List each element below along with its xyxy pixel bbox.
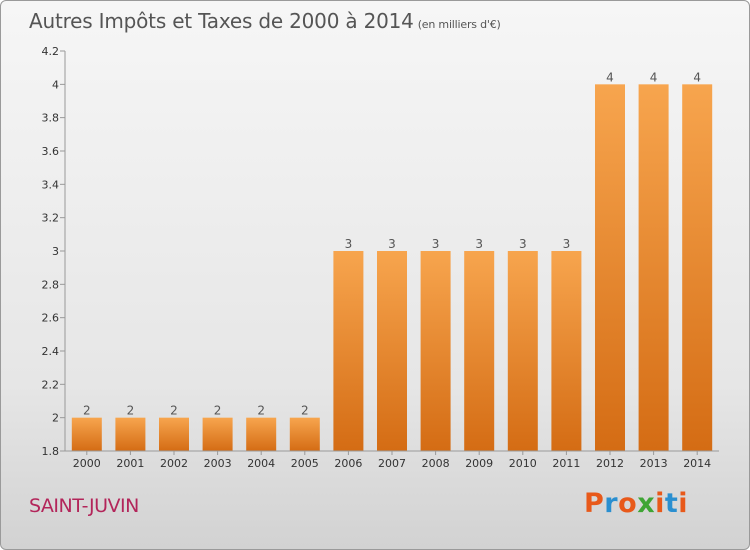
y-tick-label: 2.2 [42,378,60,391]
bars: 2 2 2 2 2 2 3 3 3 3 3 3 4 4 4 [71,70,713,451]
x-tick-label: 2001 [116,457,144,470]
y-tick-label: 3.4 [42,178,60,191]
chart-unit: (en milliers d'€) [417,18,501,31]
data-label: 2 [170,404,178,418]
data-label: 2 [301,404,309,418]
y-tick-label: 3 [52,245,59,258]
x-tick-label: 2005 [291,457,319,470]
bar-2003 [202,417,233,451]
proxiti-logo[interactable]: Proxiti [584,488,688,519]
data-label: 4 [693,70,701,84]
y-tick-label: 2.4 [42,345,60,358]
x-tick-label: 2003 [204,457,232,470]
data-label: 2 [83,404,91,418]
bar-2007 [377,251,407,451]
bar-2000 [71,417,102,451]
logo-letter: x [637,488,656,519]
data-label: 4 [606,70,614,84]
data-label: 3 [563,237,571,251]
bar-2010 [507,251,538,451]
x-tick-label: 2007 [378,457,406,470]
data-label: 3 [475,237,483,251]
bar-2008 [420,251,451,451]
x-axis: 2000 2001 2002 2003 2004 2005 2006 2007 2008 2009… [65,450,719,470]
y-tick-label: 3.6 [42,145,60,158]
bar-2014 [682,84,713,451]
data-label: 3 [432,237,440,251]
x-tick-label: 2004 [247,457,275,470]
y-axis: 1.8 2 2.2 2.4 2.6 2.8 3 3.2 3.4 3.6 3.8 4 4.2 [42,45,66,458]
data-label: 3 [519,237,527,251]
data-label: 2 [257,404,265,418]
x-tick-label: 2000 [73,457,101,470]
bar-2005 [289,417,320,451]
x-tick-label: 2010 [509,457,537,470]
bar-2009 [464,251,495,451]
logo-letter: P [584,488,605,519]
x-tick-label: 2013 [640,457,668,470]
data-label: 4 [650,70,658,84]
y-tick-label: 2.8 [42,278,60,291]
commune-name: SAINT-JUVIN [29,495,139,517]
logo-letter: t [664,488,679,519]
logo-letter: r [604,488,619,519]
logo-letter: i [678,488,689,519]
x-tick-label: 2006 [334,457,362,470]
logo-letter: i [655,488,665,519]
y-tick-label: 2 [52,412,59,425]
bar-2012 [595,84,625,451]
y-tick-label: 3.2 [42,212,60,225]
bar-2011 [551,251,582,451]
data-label: 3 [345,237,353,251]
data-label: 2 [127,404,135,418]
x-tick-label: 2008 [422,457,450,470]
y-tick-label: 3.8 [42,112,60,125]
y-tick-label: 1.8 [42,445,60,458]
x-tick-label: 2009 [465,457,493,470]
chart-title: Autres Impôts et Taxes de 2000 à 2014 (en… [29,9,501,33]
bar-2002 [159,417,189,451]
x-tick-label: 2011 [552,457,580,470]
x-tick-label: 2002 [160,457,188,470]
bar-2004 [246,417,277,451]
data-label: 3 [388,237,396,251]
x-tick-label: 2012 [596,457,624,470]
bar-2001 [115,417,146,451]
x-tick-label: 2014 [683,457,711,470]
bar-2006 [333,251,364,451]
y-tick-label: 2.6 [42,312,60,325]
y-tick-label: 4 [52,78,59,91]
y-tick-label: 4.2 [42,45,60,58]
bar-2013 [638,84,669,451]
chart-title-text: Autres Impôts et Taxes de 2000 à 2014 [29,9,414,33]
logo-letter: o [618,488,638,519]
data-label: 2 [214,404,222,418]
